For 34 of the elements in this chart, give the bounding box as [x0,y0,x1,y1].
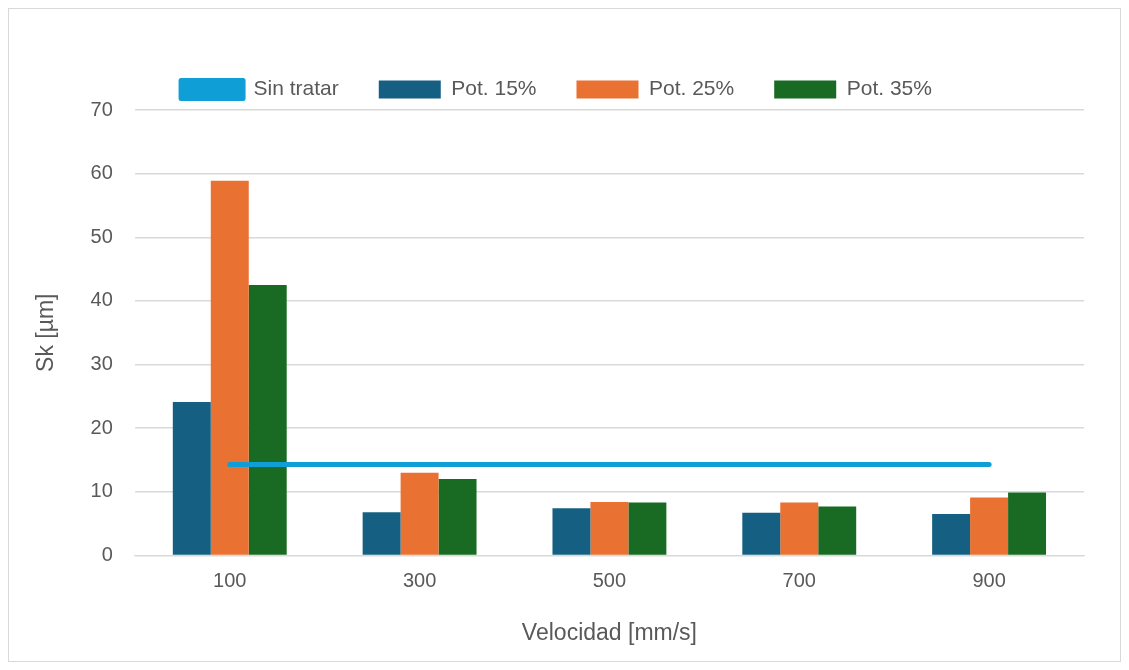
bar [970,497,1009,555]
y-tick-label: 60 [90,161,113,184]
y-tick-label: 40 [90,288,113,311]
bar [552,508,591,555]
bar [438,479,477,555]
x-tick-label: 300 [402,568,437,591]
bar [248,284,287,555]
legend-label: Sin tratar [253,76,339,100]
legend-label: Pot. 25% [648,76,735,100]
y-tick-label: 30 [90,352,113,375]
y-tick-label: 0 [101,542,113,565]
bar [780,502,819,555]
y-tick-label: 50 [90,224,113,247]
y-tick-label: 20 [90,415,113,438]
x-tick-label: 900 [972,568,1006,591]
legend-label: Pot. 35% [846,76,932,100]
x-tick-label: 700 [782,568,816,591]
bar [400,472,439,555]
bar [590,501,629,555]
bar [628,502,667,555]
bar [1008,492,1047,555]
x-tick-label: 500 [592,568,627,591]
bar [210,180,249,555]
bar [818,506,857,555]
legend-label: Pot. 15% [451,76,537,100]
y-tick-label: 70 [90,97,113,120]
bar [172,402,211,555]
bar [362,512,401,555]
y-axis-title: Sk [µm] [32,293,59,372]
bar [932,514,971,555]
x-tick-label: 100 [213,568,247,591]
y-tick-label: 10 [90,479,113,502]
bar [742,512,781,555]
x-axis-title: Velocidad [mm/s] [521,618,697,645]
